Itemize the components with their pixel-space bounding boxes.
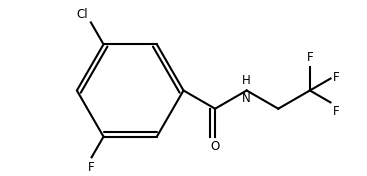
Text: H: H — [242, 74, 251, 87]
Text: F: F — [88, 161, 95, 174]
Text: N: N — [242, 92, 251, 105]
Text: F: F — [333, 71, 340, 84]
Text: F: F — [306, 51, 313, 64]
Text: F: F — [333, 105, 340, 118]
Text: Cl: Cl — [76, 8, 88, 21]
Text: O: O — [210, 140, 220, 153]
